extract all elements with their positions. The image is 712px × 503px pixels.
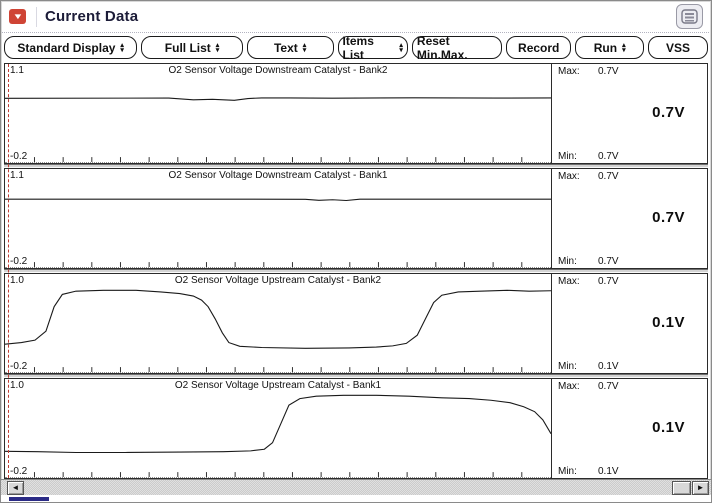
panel-separator: [4, 374, 708, 378]
y-axis-min-label: -0.2: [10, 361, 28, 372]
standard-display-button[interactable]: Standard Display ▴ ▾: [4, 36, 138, 59]
panel-separator: [4, 269, 708, 273]
dropdown-arrows-icon: ▴ ▾: [120, 41, 124, 54]
button-label: Items List: [342, 33, 374, 62]
dropdown-arrows-icon: ▴ ▾: [302, 41, 307, 54]
value-panel: Max: 0.7V 0.7V Min: 0.7V: [551, 64, 707, 163]
value-panel: Max: 0.7V 0.1V Min: 0.1V: [551, 379, 707, 478]
y-axis-min-label: -0.2: [10, 151, 28, 162]
chart-panel-downstream-bank1: 1.1 O2 Sensor Voltage Downstream Catalys…: [4, 168, 708, 269]
window-title: Current Data: [45, 8, 139, 25]
panel-separator: [4, 164, 708, 168]
signal-trace: [5, 274, 551, 372]
toolbar: Standard Display ▴ ▾ Full List ▴ ▾ Text ▴ ▾…: [1, 33, 711, 63]
signal-trace: [5, 169, 551, 267]
record-button[interactable]: Record: [506, 36, 572, 59]
chart-panel-downstream-bank2: 1.1 O2 Sensor Voltage Downstream Catalys…: [4, 63, 708, 164]
current-value: 0.7V: [652, 208, 685, 226]
dropdown-arrows-icon: ▴ ▾: [399, 41, 403, 54]
chart-panel-upstream-bank2: 1.0 O2 Sensor Voltage Upstream Catalyst …: [4, 273, 708, 374]
horizontal-scrollbar[interactable]: ◄ ►: [1, 479, 711, 495]
scroll-right-button[interactable]: ►: [692, 480, 709, 495]
value-panel: Max: 0.7V 0.1V Min: 0.1V: [551, 274, 707, 373]
y-axis-max-label: 1.0: [10, 275, 24, 286]
min-readout: Min: 0.1V: [558, 361, 619, 372]
progress-indicator: [9, 497, 49, 501]
scroll-left-icon: ◄: [11, 483, 20, 492]
display-list-button[interactable]: [676, 4, 703, 29]
dropdown-arrows-icon: ▴ ▾: [622, 41, 626, 54]
reset-minmax-button[interactable]: Reset Min.Max.: [411, 33, 503, 62]
window-footer: [1, 495, 711, 502]
min-readout: Min: 0.7V: [558, 256, 619, 267]
scrollbar-thumb[interactable]: [672, 480, 691, 495]
collapse-button[interactable]: ▼: [9, 9, 26, 24]
display-list-icon: [681, 9, 698, 24]
button-label: VSS: [665, 40, 690, 55]
y-axis-max-label: 1.1: [10, 65, 24, 76]
min-readout: Min: 0.7V: [558, 151, 619, 162]
charts-area: 1.1 O2 Sensor Voltage Downstream Catalys…: [1, 63, 711, 479]
signal-trace: [5, 379, 551, 477]
text-button[interactable]: Text ▴ ▾: [246, 36, 334, 59]
chart-panel-upstream-bank1: 1.0 O2 Sensor Voltage Upstream Catalyst …: [4, 378, 708, 479]
chart-plot: 1.1 O2 Sensor Voltage Downstream Catalys…: [5, 64, 551, 163]
vss-button[interactable]: VSS: [647, 36, 709, 59]
current-value: 0.1V: [652, 313, 685, 331]
max-readout: Max: 0.7V: [558, 171, 619, 182]
y-axis-min-label: -0.2: [10, 466, 28, 477]
button-label: Reset Min.Max.: [416, 33, 468, 62]
chart-plot: 1.1 O2 Sensor Voltage Downstream Catalys…: [5, 169, 551, 268]
items-list-button[interactable]: Items List ▴ ▾: [337, 33, 408, 62]
collapse-icon: ▼: [11, 11, 24, 21]
chart-title: O2 Sensor Voltage Upstream Catalyst - Ba…: [174, 275, 382, 286]
chart-title: O2 Sensor Voltage Downstream Catalyst - …: [168, 65, 388, 76]
titlebar-divider: [36, 6, 37, 27]
y-axis-min-label: -0.2: [10, 256, 28, 267]
run-button[interactable]: Run ▴ ▾: [575, 36, 644, 59]
button-label: Record: [518, 40, 560, 55]
y-axis-max-label: 1.0: [10, 380, 24, 391]
min-readout: Min: 0.1V: [558, 466, 619, 477]
max-readout: Max: 0.7V: [558, 66, 619, 77]
button-label: Text: [273, 40, 298, 55]
value-panel: Max: 0.7V 0.7V Min: 0.7V: [551, 169, 707, 268]
signal-trace: [5, 64, 551, 162]
button-label: Standard Display: [17, 40, 116, 55]
current-value: 0.7V: [652, 103, 685, 121]
chart-plot: 1.0 O2 Sensor Voltage Upstream Catalyst …: [5, 274, 551, 373]
max-readout: Max: 0.7V: [558, 381, 619, 392]
chart-title: O2 Sensor Voltage Downstream Catalyst - …: [168, 170, 388, 181]
button-label: Full List: [164, 40, 211, 55]
max-readout: Max: 0.7V: [558, 276, 619, 287]
chart-plot: 1.0 O2 Sensor Voltage Upstream Catalyst …: [5, 379, 551, 478]
full-list-button[interactable]: Full List ▴ ▾: [141, 36, 243, 59]
scroll-right-icon: ►: [696, 483, 705, 492]
current-value: 0.1V: [652, 418, 685, 436]
chart-title: O2 Sensor Voltage Upstream Catalyst - Ba…: [174, 380, 382, 391]
button-label: Run: [593, 40, 618, 55]
y-axis-max-label: 1.1: [10, 170, 24, 181]
title-bar: ▼ Current Data: [1, 1, 711, 33]
dropdown-arrows-icon: ▴ ▾: [215, 41, 220, 54]
scroll-left-button[interactable]: ◄: [7, 480, 24, 495]
